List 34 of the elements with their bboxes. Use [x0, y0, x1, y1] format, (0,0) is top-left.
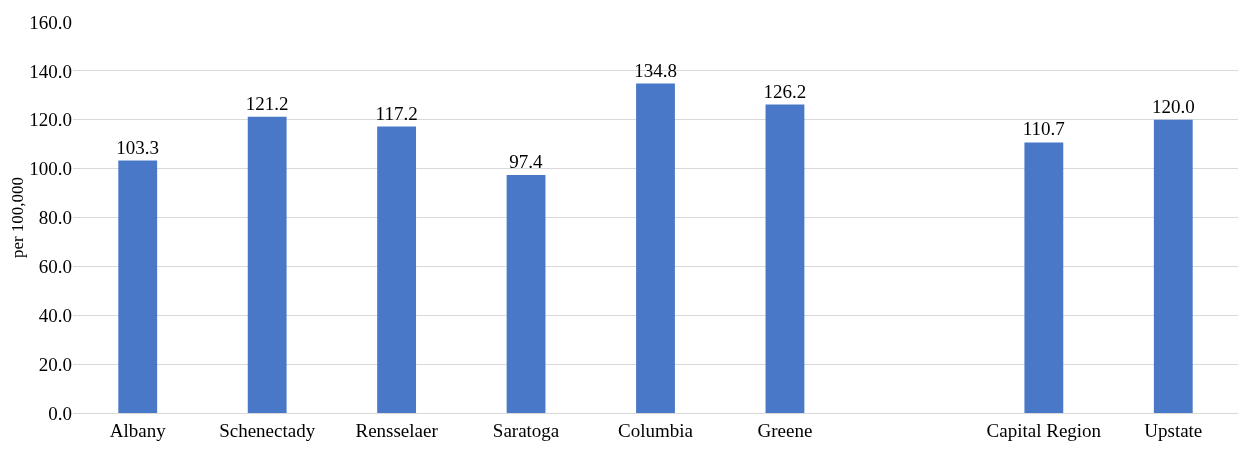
x-tick-label: Rensselaer	[355, 419, 439, 441]
data-label: 121.2	[245, 92, 289, 114]
y-tick-label: 0.0	[48, 402, 72, 424]
y-tick-label: 40.0	[38, 304, 72, 326]
y-axis-title: per 100,000	[8, 176, 28, 259]
bar	[377, 126, 417, 413]
bar	[636, 83, 675, 413]
bar	[506, 174, 546, 413]
data-label: 134.8	[634, 59, 677, 81]
bar	[1153, 119, 1193, 413]
x-tick-label: Upstate	[1144, 419, 1203, 441]
x-tick-label: Schenectady	[219, 419, 316, 441]
data-label: 126.2	[763, 80, 807, 102]
bar	[118, 160, 158, 413]
bar	[247, 116, 287, 413]
y-tick-label: 120.0	[29, 109, 72, 131]
x-tick-label: Columbia	[618, 419, 694, 441]
bar	[1024, 142, 1064, 413]
data-label: 103.3	[116, 136, 160, 158]
x-tick-label: Saratoga	[492, 419, 560, 441]
data-label: 110.7	[1022, 118, 1065, 140]
y-tick-label: 100.0	[29, 158, 72, 180]
y-tick-label: 80.0	[38, 207, 72, 229]
y-tick-label: 60.0	[38, 256, 72, 278]
data-label: 97.4	[509, 150, 543, 172]
data-label: 120.0	[1151, 95, 1195, 117]
x-tick-label: Capital Region	[986, 419, 1102, 441]
y-tick-label: 140.0	[29, 60, 72, 82]
data-label: 117.2	[375, 102, 418, 124]
x-tick-label: Greene	[757, 419, 813, 441]
bar	[765, 104, 805, 413]
x-tick-label: Albany	[109, 419, 167, 441]
y-tick-label: 20.0	[38, 353, 72, 375]
y-tick-label: 160.0	[29, 11, 72, 33]
